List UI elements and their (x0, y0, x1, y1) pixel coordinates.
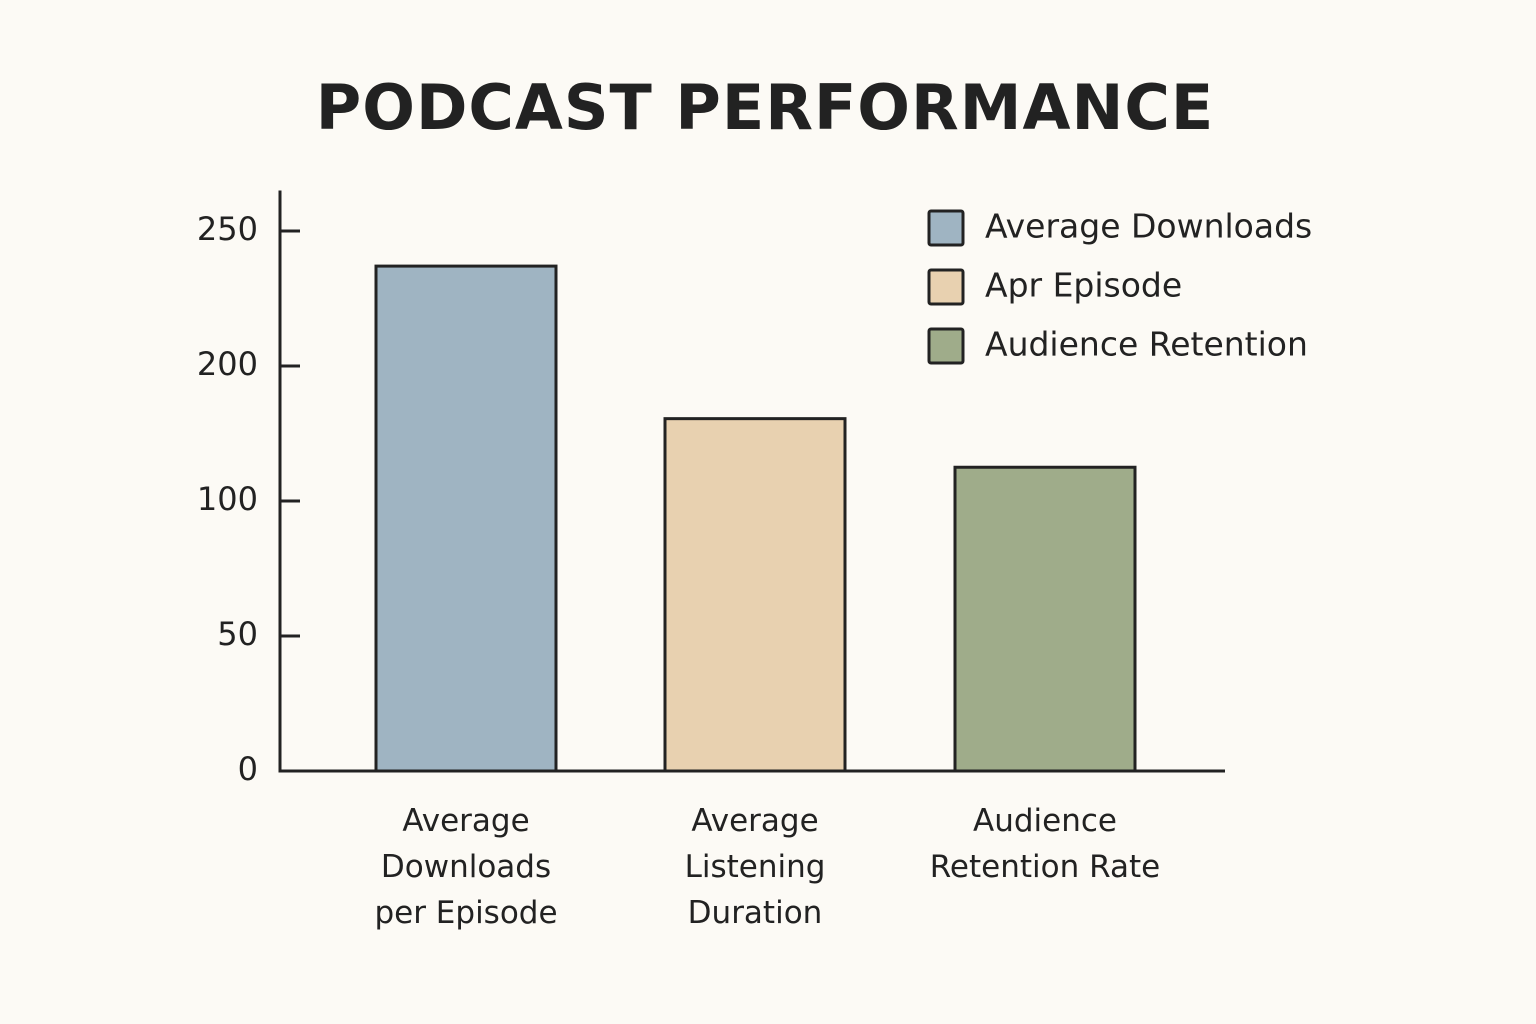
legend-label: Average Downloads (985, 207, 1312, 246)
y-tick-label: 200 (197, 345, 258, 383)
legend-label: Audience Retention (985, 325, 1308, 364)
chart-title: PODCAST PERFORMANCE (316, 71, 1214, 144)
y-tick-label: 250 (197, 210, 258, 248)
legend-label: Apr Episode (985, 266, 1182, 305)
legend-swatch (927, 268, 965, 306)
bar (374, 264, 558, 773)
x-tick-label: Average Listening Duration (684, 803, 826, 931)
y-tick-label: 100 (197, 480, 258, 518)
y-tick-label: 0 (238, 750, 258, 788)
legend-swatch (927, 209, 965, 247)
x-tick-label: Audience Retention Rate (929, 803, 1161, 885)
bar (953, 465, 1137, 773)
y-tick-label: 50 (217, 615, 258, 653)
bar (663, 417, 847, 773)
legend-swatch (927, 327, 965, 365)
x-tick-label: Average Downloads per Episode (374, 803, 558, 931)
